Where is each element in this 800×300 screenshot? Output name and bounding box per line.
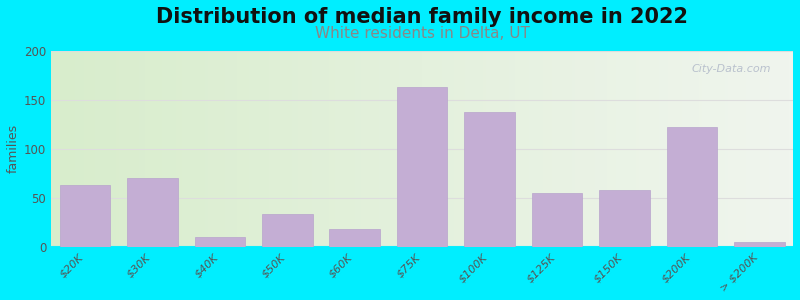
Bar xyxy=(397,87,447,247)
Bar xyxy=(127,178,178,247)
Bar xyxy=(666,127,717,247)
Bar xyxy=(734,242,785,247)
Bar xyxy=(330,229,380,247)
Title: Distribution of median family income in 2022: Distribution of median family income in … xyxy=(156,7,688,27)
Bar xyxy=(194,237,245,247)
Text: City-Data.com: City-Data.com xyxy=(691,64,771,74)
Text: White residents in Delta, UT: White residents in Delta, UT xyxy=(314,26,530,41)
Bar xyxy=(532,193,582,247)
Bar xyxy=(464,112,515,247)
Y-axis label: families: families xyxy=(7,124,20,173)
Bar xyxy=(599,190,650,247)
Bar xyxy=(262,214,313,247)
Bar xyxy=(60,185,110,247)
